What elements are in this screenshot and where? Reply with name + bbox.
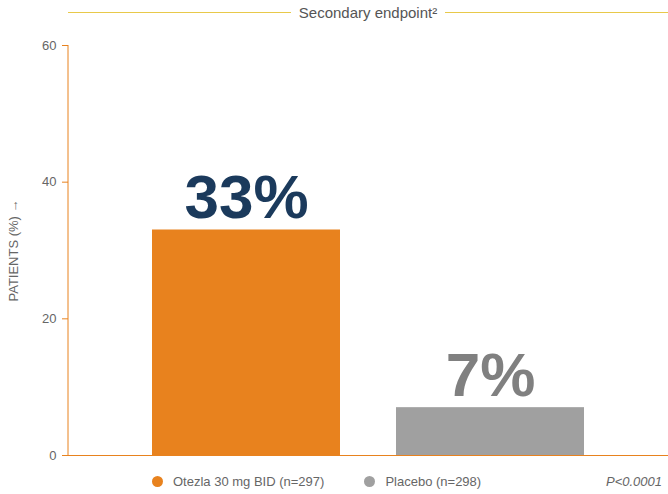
svg-text:20: 20	[42, 311, 56, 326]
svg-text:PATIENTS (%) →: PATIENTS (%) →	[6, 199, 21, 301]
svg-text:7%: 7%	[446, 340, 536, 409]
svg-text:0: 0	[49, 448, 56, 463]
svg-text:40: 40	[42, 174, 56, 189]
html-text:Secondary endpoint²: Secondary endpoint²	[298, 3, 438, 21]
html-text:P<0.0001: P<0.0001	[606, 474, 662, 489]
html-text:Otezla 30 mg BID (n=297): Otezla 30 mg BID (n=297)	[173, 474, 325, 489]
html-text:Placebo (n=298): Placebo (n=298)	[385, 474, 482, 489]
svg-text:33%: 33%	[184, 162, 308, 231]
svg-text:60: 60	[42, 38, 56, 53]
